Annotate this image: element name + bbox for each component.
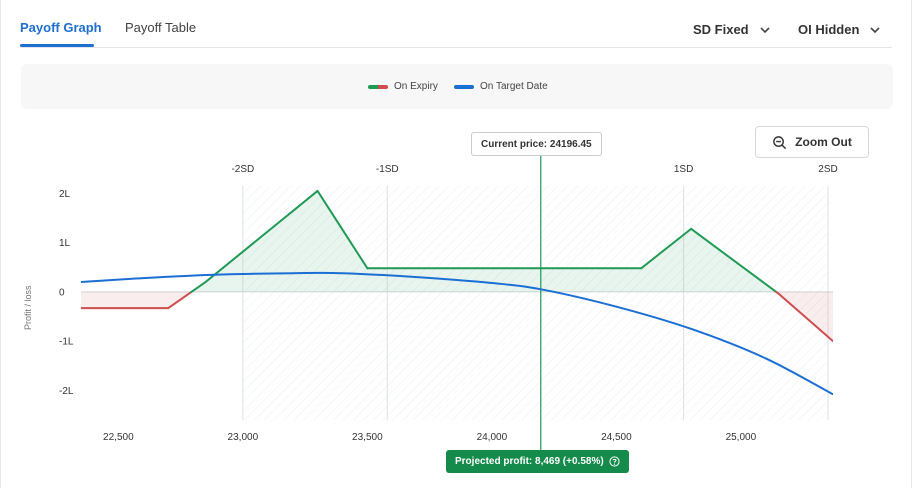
y-tick-label: 1L [59,238,71,249]
profit-area [641,228,692,292]
zoom-out-button[interactable]: Zoom Out [755,126,869,158]
x-tick-label: 25,000 [726,432,757,443]
legend-swatch-target [454,84,474,89]
sd-label: -1SD [376,164,399,175]
expiry-segment [690,227,778,293]
sd-mode-dropdown[interactable]: SD Fixed [693,22,771,37]
expiry-segment [316,189,369,270]
expiry-segment [640,227,693,270]
chevron-down-icon [870,26,880,33]
target-date-line [81,271,833,396]
expiry-segment [777,292,833,343]
sd-label: 2SD [818,164,837,175]
oi-visibility-label: OI Hidden [798,22,860,37]
tab-payoff-table[interactable]: Payoff Table [125,20,197,35]
legend-label-expiry: On Expiry [394,81,438,92]
chart-legend: On Expiry On Target Date [21,64,893,109]
sd-mode-label: SD Fixed [693,22,749,37]
expiry-segment [167,290,193,310]
active-tab-indicator [20,44,94,47]
sd-label: -2SD [231,164,254,175]
expiry-segment [190,281,207,293]
profit-area [205,190,318,292]
profit-area [367,268,642,292]
projected-profit-text: Projected profit: 8,469 (+0.58%) [455,456,604,467]
expiry-segment [204,189,319,284]
legend-label-target: On Target Date [480,81,548,92]
tab-divider [20,47,892,48]
payoff-lines [81,189,833,396]
y-axis-label: Profit / loss [23,285,33,330]
tab-bar: Payoff Graph Payoff Table SD Fixed OI Hi… [1,0,893,48]
loss-area [81,291,169,309]
x-tick-label: 24,000 [477,432,508,443]
x-tick-label: 22,500 [103,432,134,443]
y-tick-label: 0 [59,287,65,298]
legend-swatch-expiry [368,84,388,89]
oi-visibility-dropdown[interactable]: OI Hidden [798,22,881,37]
projected-profit-badge: Projected profit: 8,469 (+0.58%) [446,450,629,473]
x-tick-label: 23,000 [228,432,259,443]
y-tick-label: -2L [59,386,74,397]
profit-area [317,190,368,292]
legend-item-expiry[interactable]: On Expiry [368,81,438,92]
help-circle-icon[interactable] [609,456,620,467]
x-tick-label: 24,500 [601,432,632,443]
y-tick-label: 2L [59,189,71,200]
legend-item-target[interactable]: On Target Date [454,81,548,92]
sd-label: 1SD [674,164,693,175]
chart-grid [81,156,833,450]
zoom-out-icon [773,135,787,149]
x-tick-label: 23,500 [352,432,383,443]
zoom-out-label: Zoom Out [795,135,852,149]
axis-ticks: -2SD -1SD 1SD 2SD 2L 1L 0 -1L -2L 22,500 23,000 23,… [59,164,838,443]
chevron-down-icon [760,26,770,33]
current-price-badge: Current price: 24196.45 [471,132,602,156]
tab-payoff-graph[interactable]: Payoff Graph [20,20,102,35]
y-tick-label: -1L [59,337,74,348]
